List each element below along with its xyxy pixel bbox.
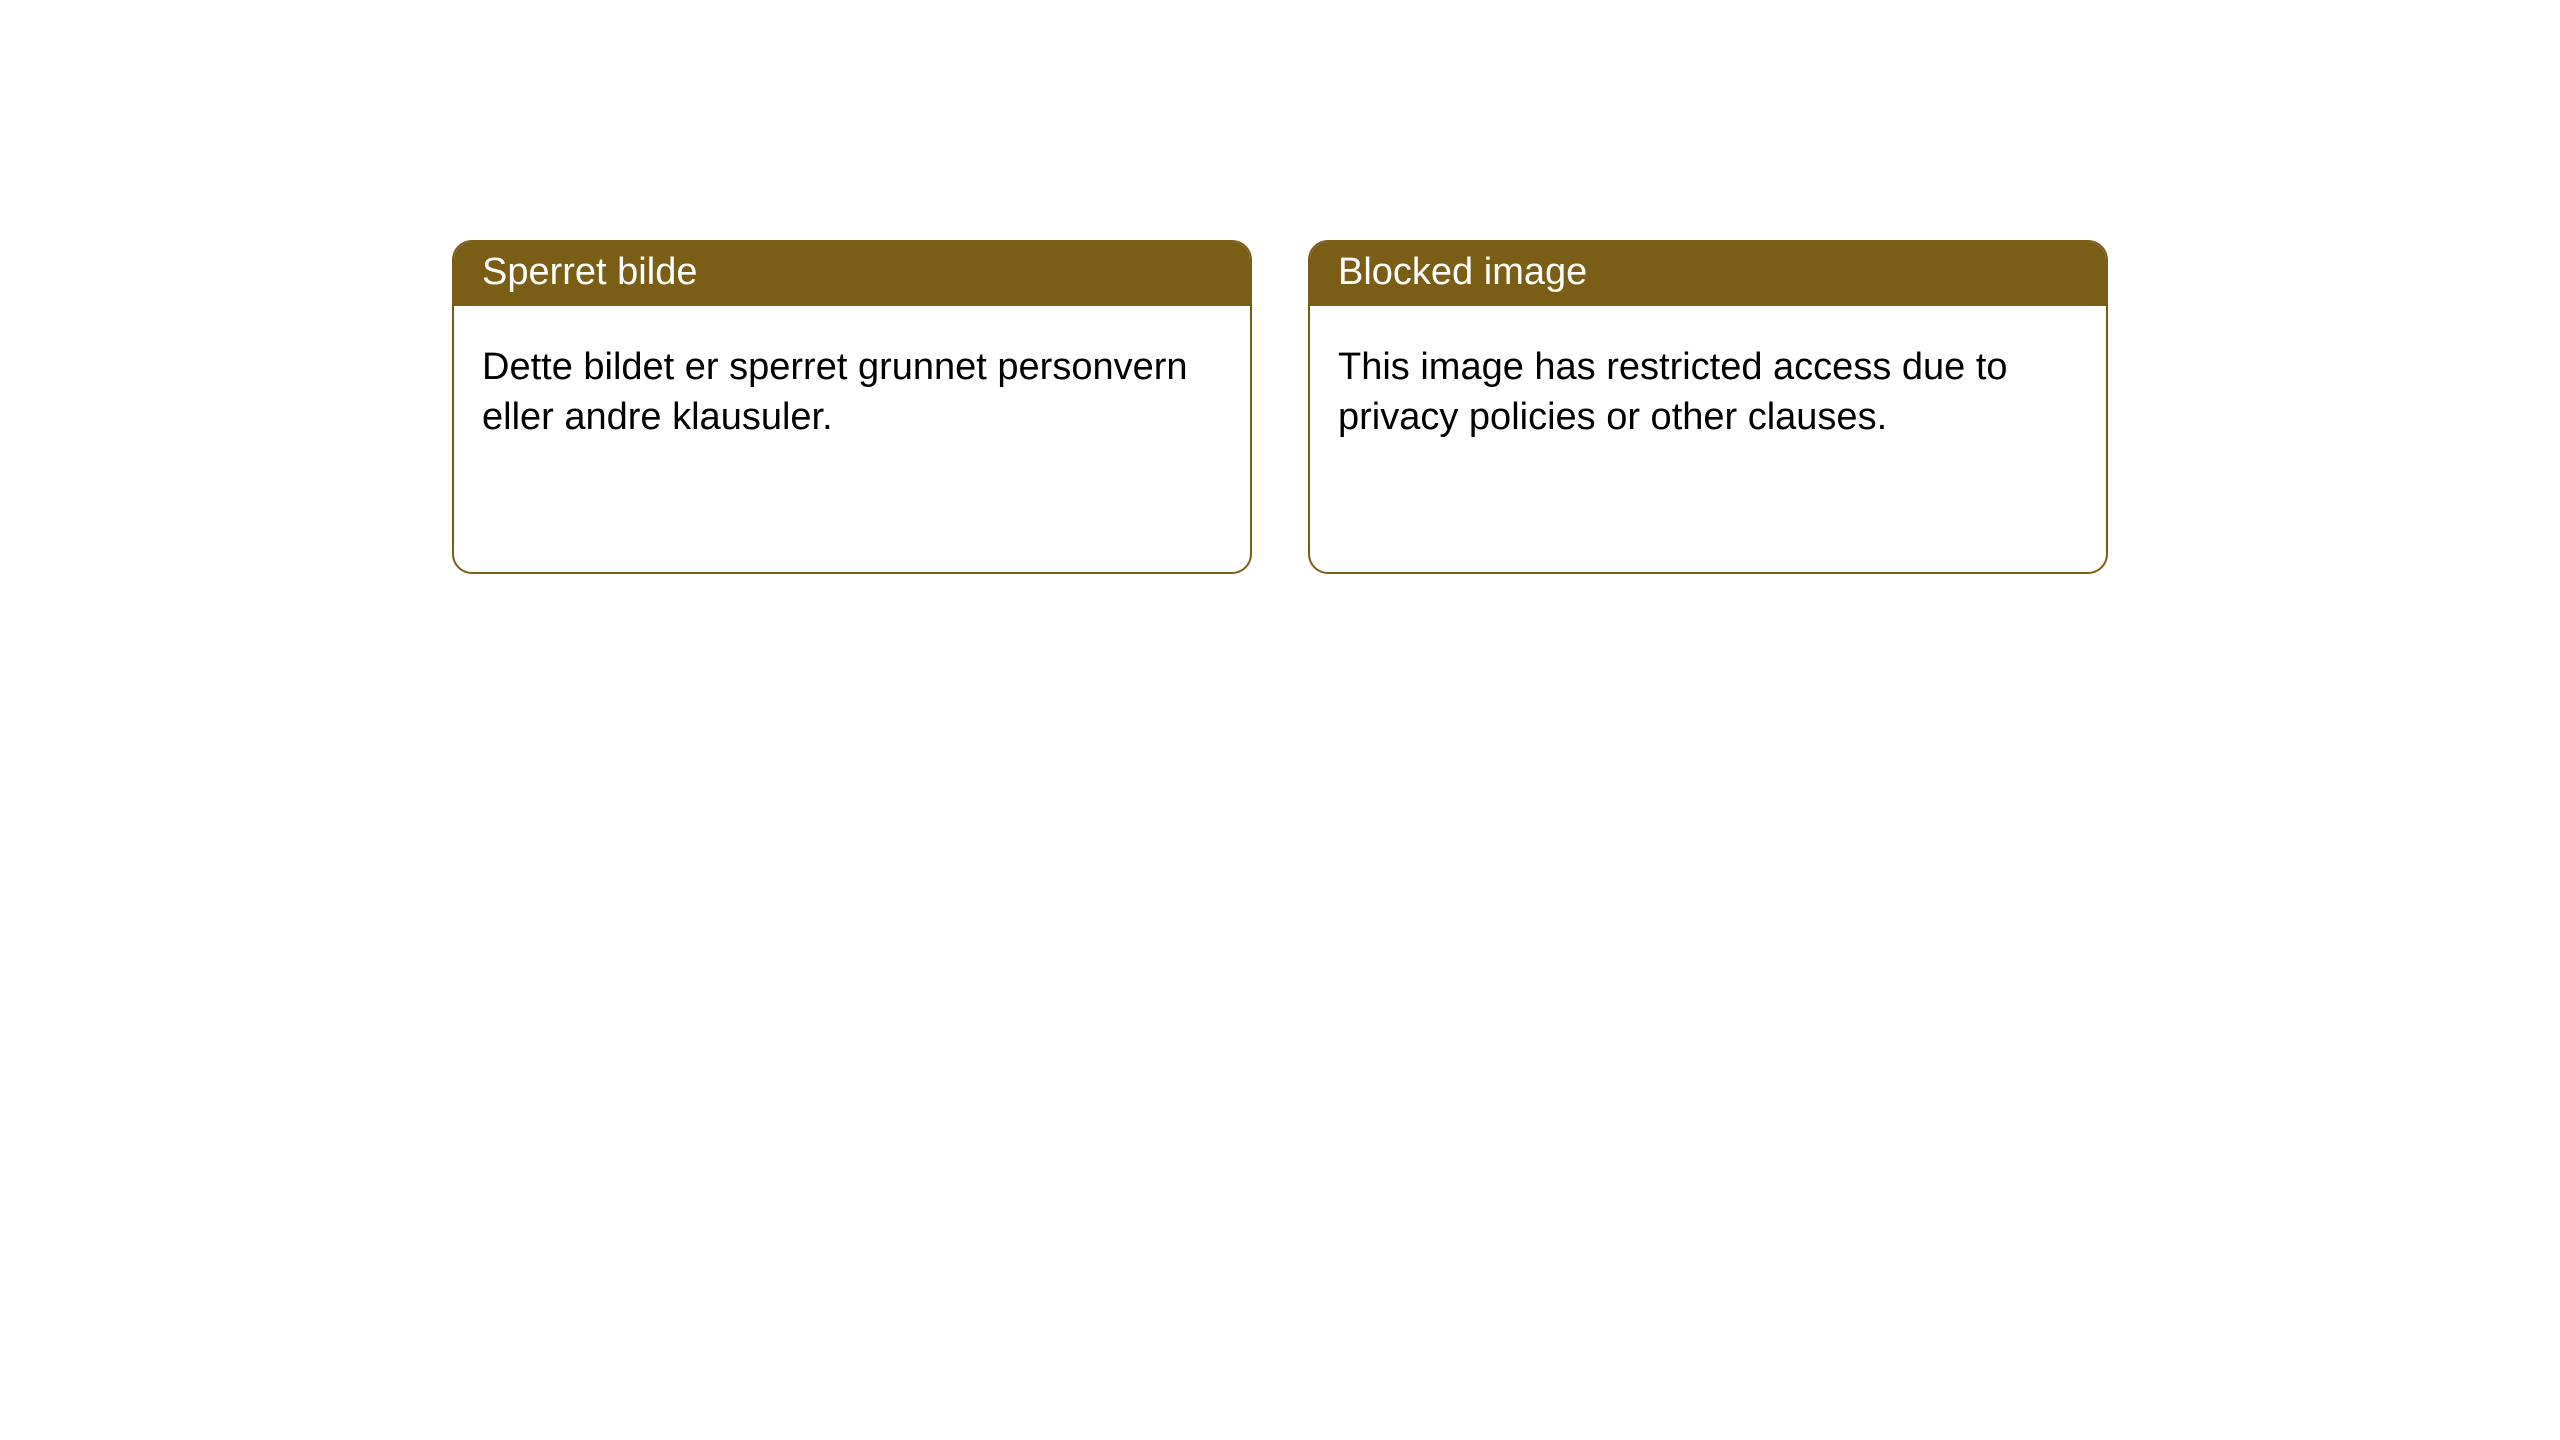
notice-body-text: Dette bildet er sperret grunnet personve… [482, 346, 1188, 438]
notice-header: Blocked image [1310, 242, 2106, 306]
notice-body: This image has restricted access due to … [1310, 306, 2106, 478]
notice-title: Blocked image [1338, 251, 1587, 293]
blocked-image-notice-en: Blocked image This image has restricted … [1308, 240, 2108, 574]
blocked-image-notice-no: Sperret bilde Dette bildet er sperret gr… [452, 240, 1252, 574]
notice-body: Dette bildet er sperret grunnet personve… [454, 306, 1250, 478]
notice-header: Sperret bilde [454, 242, 1250, 306]
notice-body-text: This image has restricted access due to … [1338, 346, 2008, 438]
notice-title: Sperret bilde [482, 251, 697, 293]
